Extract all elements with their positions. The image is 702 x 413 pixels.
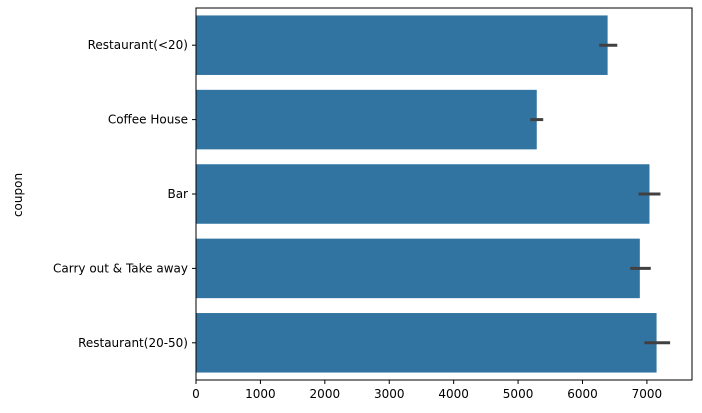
x-tick-label: 1000: [245, 387, 276, 401]
bar: [196, 15, 608, 75]
y-tick-label: Carry out & Take away: [53, 261, 188, 275]
x-tick-label: 2000: [310, 387, 341, 401]
bar: [196, 164, 650, 224]
x-tick-label: 5000: [503, 387, 534, 401]
bar: [196, 313, 657, 373]
y-tick-label: Coffee House: [108, 113, 188, 127]
bar: [196, 238, 640, 299]
y-tick-label: Restaurant(<20): [88, 38, 188, 52]
error-bars-layer: [530, 43, 671, 345]
y-tick-label: Bar: [167, 187, 188, 201]
x-tick-label: 3000: [374, 387, 405, 401]
bars-layer: [196, 15, 657, 373]
x-tick-label: 6000: [567, 387, 598, 401]
x-tick-label: 4000: [438, 387, 469, 401]
y-tick-label: Restaurant(20-50): [78, 336, 188, 350]
x-tick-label: 7000: [632, 387, 663, 401]
bar: [196, 89, 537, 150]
y-axis: Restaurant(<20) Coffee House Bar Carry out …: [53, 38, 196, 350]
x-tick-label: 0: [192, 387, 200, 401]
y-axis-title: coupon: [11, 173, 25, 217]
x-axis: 0 1000 2000 3000 4000 5000 6000 7000: [192, 380, 662, 401]
